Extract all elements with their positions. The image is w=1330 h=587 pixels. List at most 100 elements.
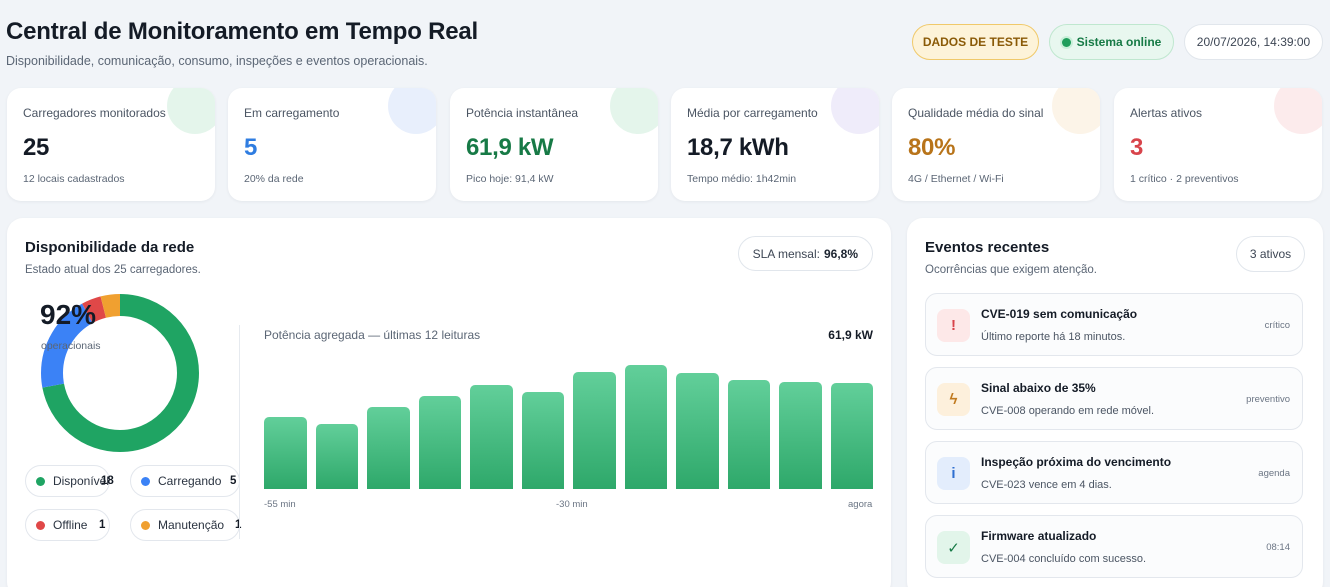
legend-dot-icon bbox=[141, 520, 150, 530]
decorative-circle-icon bbox=[610, 88, 658, 134]
kpi-card: Carregadores monitorados 25 12 locais cada… bbox=[7, 88, 215, 201]
kpi-value: 3 bbox=[1130, 134, 1144, 161]
event-title: Inspeção próxima do vencimento bbox=[981, 455, 1172, 469]
power-bar bbox=[367, 407, 410, 489]
legend-dot-icon bbox=[141, 476, 150, 486]
donut-segment bbox=[41, 294, 199, 452]
availability-panel: Disponibilidade da rede Estado atual dos… bbox=[7, 218, 891, 587]
event-description: CVE-004 concluído com sucesso. bbox=[981, 553, 1147, 565]
event-tag: preventivo bbox=[1246, 394, 1290, 405]
legend-label: Manutenção bbox=[158, 518, 225, 532]
kpi-label: Qualidade média do sinal bbox=[908, 106, 1044, 120]
kpi-card: Potência instantânea 61,9 kW Pico hoje: 91… bbox=[450, 88, 658, 201]
availability-subtitle: Estado atual dos 25 carregadores. bbox=[25, 264, 201, 276]
kpi-label: Em carregamento bbox=[244, 106, 340, 120]
donut-segment bbox=[41, 294, 199, 452]
power-bar-chart bbox=[264, 348, 873, 489]
page-subtitle: Disponibilidade, comunicação, consumo, i… bbox=[6, 54, 428, 68]
event-title: Sinal abaixo de 35% bbox=[981, 381, 1096, 395]
legend-label: Disponível bbox=[52, 474, 109, 488]
event-title: CVE-019 sem comunicação bbox=[981, 307, 1138, 321]
kpi-card: Em carregamento 5 20% da rede bbox=[228, 88, 436, 201]
check-icon: ✓ bbox=[937, 531, 970, 564]
legend-item: Disponível 18 bbox=[25, 465, 114, 497]
events-subtitle: Ocorrências que exigem atenção. bbox=[925, 264, 1097, 276]
power-bar bbox=[521, 391, 564, 489]
power-bar bbox=[676, 373, 719, 489]
event-tag: crítico bbox=[1264, 320, 1290, 331]
kpi-card: Qualidade média do sinal 80% 4G / Ethernet… bbox=[892, 88, 1100, 201]
kpi-value: 61,9 kW bbox=[466, 134, 554, 161]
alert-icon: ! bbox=[937, 309, 970, 342]
legend-count: 18 bbox=[101, 475, 114, 487]
power-bar bbox=[470, 384, 513, 489]
kpi-subtext: 4G / Ethernet / Wi-Fi bbox=[908, 173, 1004, 185]
power-bar bbox=[830, 383, 873, 489]
event-item[interactable]: ! CVE-019 sem comunicação Último reporte h… bbox=[925, 293, 1303, 356]
sla-value: 96,8% bbox=[823, 246, 858, 261]
kpi-value: 25 bbox=[23, 134, 50, 161]
kpi-subtext: Tempo médio: 1h42min bbox=[687, 173, 797, 185]
event-item[interactable]: ϟ Sinal abaixo de 35% CVE-008 operando em … bbox=[925, 367, 1303, 430]
page-title: Central de Monitoramento em Tempo Real bbox=[6, 18, 479, 45]
legend-count: 1 bbox=[235, 519, 241, 531]
operational-percent: 92% bbox=[40, 299, 97, 330]
datetime-display: 20/07/2026, 14:39:00 bbox=[1184, 24, 1323, 60]
legend-item: Carregando 5 bbox=[130, 465, 240, 497]
signal-icon: ϟ bbox=[937, 383, 970, 416]
x-tick-label: -55 min bbox=[264, 499, 296, 510]
kpi-subtext: 20% da rede bbox=[244, 173, 304, 185]
legend-dot-icon bbox=[36, 476, 45, 486]
power-bar bbox=[779, 381, 822, 489]
event-tag: 08:14 bbox=[1266, 542, 1290, 553]
power-bar bbox=[418, 395, 461, 489]
panel-divider bbox=[239, 325, 240, 539]
event-description: CVE-008 operando em rede móvel. bbox=[981, 405, 1155, 417]
event-item[interactable]: ✓ Firmware atualizado CVE-004 concluído co… bbox=[925, 515, 1303, 578]
legend-label: Offline bbox=[53, 518, 88, 532]
sla-label: SLA mensal: bbox=[752, 246, 820, 261]
sla-chip: SLA mensal: 96,8% bbox=[737, 236, 873, 271]
kpi-label: Potência instantânea bbox=[466, 106, 579, 120]
kpi-value: 18,7 kWh bbox=[687, 134, 789, 161]
test-data-badge: DADOS DE TESTE bbox=[912, 24, 1039, 60]
info-icon: i bbox=[937, 457, 970, 490]
kpi-label: Carregadores monitorados bbox=[23, 106, 166, 120]
decorative-circle-icon bbox=[167, 88, 215, 134]
online-dot-icon bbox=[1061, 37, 1071, 47]
kpi-card: Alertas ativos 3 1 crítico · 2 preventivos bbox=[1114, 88, 1322, 201]
x-tick-label: -30 min bbox=[556, 499, 588, 510]
power-bar bbox=[264, 417, 307, 489]
kpi-card: Média por carregamento 18,7 kWh Tempo médi… bbox=[671, 88, 879, 201]
kpi-subtext: 1 crítico · 2 preventivos bbox=[1130, 173, 1239, 185]
kpi-value: 5 bbox=[244, 134, 258, 161]
system-status-badge: Sistema online bbox=[1049, 24, 1174, 60]
x-tick-label: agora bbox=[848, 499, 873, 510]
event-item[interactable]: i Inspeção próxima do vencimento CVE-023 v… bbox=[925, 441, 1303, 504]
legend-item: Offline 1 bbox=[25, 509, 110, 541]
legend-label: Carregando bbox=[158, 474, 222, 488]
kpi-value: 80% bbox=[908, 134, 956, 161]
kpi-label: Média por carregamento bbox=[687, 106, 818, 120]
legend-item: Manutenção 1 bbox=[130, 509, 241, 541]
power-bar bbox=[315, 424, 358, 489]
availability-title: Disponibilidade da rede bbox=[25, 239, 195, 256]
decorative-circle-icon bbox=[1052, 88, 1100, 134]
legend-dot-icon bbox=[36, 520, 45, 530]
events-panel: Eventos recentes Ocorrências que exigem … bbox=[907, 218, 1323, 587]
operational-caption: operacionais bbox=[41, 340, 101, 352]
events-title: Eventos recentes bbox=[925, 239, 1050, 256]
kpi-subtext: 12 locais cadastrados bbox=[23, 173, 125, 185]
power-chart-title: Potência agregada — últimas 12 leituras bbox=[264, 328, 481, 342]
decorative-circle-icon bbox=[831, 88, 879, 134]
event-title: Firmware atualizado bbox=[981, 529, 1097, 543]
legend-count: 1 bbox=[99, 519, 106, 531]
event-description: CVE-023 vence em 4 dias. bbox=[981, 479, 1112, 491]
kpi-subtext: Pico hoje: 91,4 kW bbox=[466, 173, 554, 185]
power-bar bbox=[624, 364, 667, 489]
kpi-label: Alertas ativos bbox=[1130, 106, 1203, 120]
system-status-label: Sistema online bbox=[1076, 35, 1162, 49]
event-description: Último reporte há 18 minutos. bbox=[981, 331, 1126, 343]
availability-donut-chart bbox=[41, 294, 199, 452]
legend-count: 5 bbox=[230, 475, 237, 487]
